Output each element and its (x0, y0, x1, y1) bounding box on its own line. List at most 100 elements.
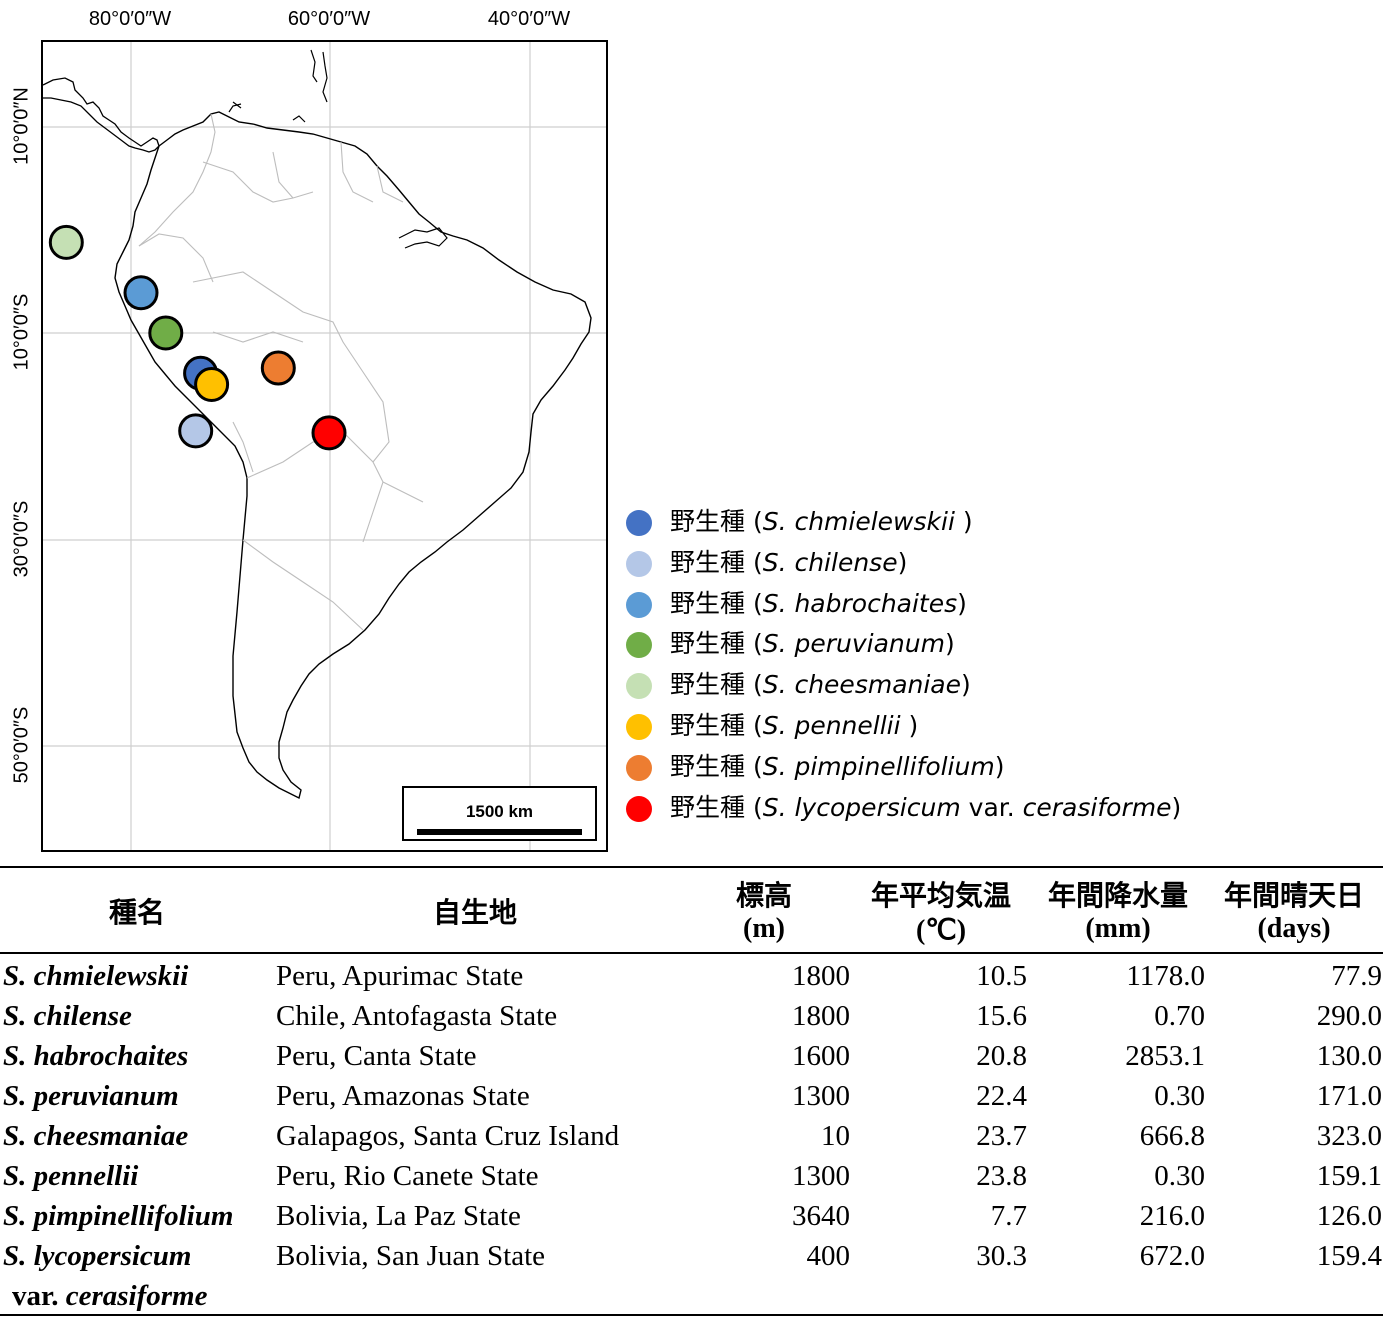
species-cell: S. cheesmaniae (3, 1120, 189, 1152)
legend-species: S. pimpinellifolium (762, 751, 995, 781)
habitat-cell: Bolivia, La Paz State (276, 1200, 521, 1232)
elevation-cell: 1300 (792, 1080, 850, 1112)
sunny-days-cell: 126.0 (1316, 1200, 1382, 1232)
legend-species: S. lycopersicum (762, 792, 961, 822)
sunny-days-cell: 171.0 (1316, 1080, 1382, 1112)
legend-suffix: ) (961, 670, 971, 700)
legend-label: 野生種 (S. pimpinellifolium) (670, 750, 1004, 784)
species-cell-line2: var. cerasiforme (12, 1276, 207, 1316)
habitat-cell: Peru, Rio Canete State (276, 1160, 539, 1192)
precipitation-cell: 0.30 (1154, 1160, 1205, 1192)
elevation-cell: 10 (821, 1120, 850, 1152)
south-america-outline (114, 111, 592, 800)
table-row: S. chmielewskii Peru, Apurimac State 1800 1… (0, 956, 1385, 996)
legend-suffix: ) (957, 588, 967, 618)
elevation-cell: 1300 (792, 1160, 850, 1192)
habitat-cell: Bolivia, San Juan State (276, 1240, 546, 1272)
legend-swatch (626, 550, 652, 577)
header-species: 種名 (108, 896, 165, 929)
central-america-outline (43, 77, 160, 153)
habitat-marker (148, 315, 184, 351)
legend-suffix: ) (897, 547, 908, 577)
precipitation-cell: 2853.1 (1125, 1040, 1205, 1072)
habitat-cell: Galapagos, Santa Cruz Island (276, 1120, 620, 1152)
legend-prefix: 野生種 ( (670, 588, 763, 618)
species-table: 種名 自生地 標高 (m) 年平均気温 (℃) 年間降水量 (mm) 年間晴天日… (0, 866, 1385, 1335)
species-cell: S. peruvianum (3, 1080, 179, 1112)
table-header-rule (0, 952, 1383, 954)
habitat-cell: Peru, Amazonas State (276, 1080, 530, 1112)
elevation-cell: 1600 (792, 1040, 850, 1072)
legend-suffix: ) (962, 507, 973, 536)
header-habitat: 自生地 (432, 896, 517, 929)
legend-suffix: ) (908, 711, 919, 740)
legend-prefix: 野生種 ( (670, 792, 763, 822)
temperature-cell: 23.7 (976, 1120, 1027, 1152)
sunny-days-cell: 77.9 (1331, 960, 1382, 992)
species-cell: S. habrochaites (3, 1040, 189, 1072)
legend-mid: var. (960, 792, 1023, 822)
elevation-cell: 400 (806, 1240, 851, 1272)
amazon-delta (398, 227, 448, 249)
header-sunny-days: 年間晴天日 (1223, 879, 1364, 912)
table-row: S. habrochaites Peru, Canta State 1600 20.8… (0, 1036, 1385, 1076)
table-row: S. pimpinellifolium Bolivia, La Paz State… (0, 1196, 1385, 1236)
legend-species: S. cheesmaniae (762, 670, 962, 700)
legend-species: S. habrochaites (762, 588, 958, 618)
legend-prefix: 野生種 ( (670, 507, 763, 536)
species-var-name: cerasiforme (65, 1280, 208, 1312)
legend-swatch (626, 795, 652, 822)
lon-label-60w: 60°0′0″W (287, 8, 371, 30)
lat-label-50s: 50°0′0″S (10, 706, 33, 784)
precipitation-cell: 216.0 (1139, 1200, 1205, 1232)
header-elevation: 標高 (735, 879, 792, 912)
legend-label: 野生種 (S. chilense) (670, 546, 907, 580)
header-precipitation-unit: (mm) (1085, 913, 1151, 944)
table-bottom-rule (0, 1314, 1383, 1316)
precipitation-cell: 666.8 (1139, 1120, 1205, 1152)
elevation-cell: 1800 (792, 960, 850, 992)
species-cell: S. pimpinellifolium (3, 1200, 234, 1232)
species-cell: S. chmielewskii (3, 960, 189, 992)
table-row: S. chilense Chile, Antofagasta State 1800 1… (0, 996, 1385, 1036)
temperature-cell: 10.5 (976, 960, 1027, 992)
header-elevation-unit: (m) (743, 913, 785, 944)
sunny-days-cell: 159.4 (1316, 1240, 1382, 1272)
species-cell: S. pennellii (3, 1160, 139, 1192)
lat-label-10n: 10°0′0″N (10, 87, 33, 165)
habitat-cell: Peru, Apurimac State (276, 960, 524, 992)
temperature-cell: 20.8 (976, 1040, 1027, 1072)
south-america-map (43, 42, 606, 850)
legend-swatch (626, 591, 652, 618)
lat-label-30s: 30°0′0″S (10, 500, 33, 578)
legend-swatch (626, 632, 652, 659)
legend-prefix: 野生種 ( (670, 751, 763, 781)
table-row: S. lycopersicum Bolivia, San Juan State 40… (0, 1236, 1385, 1312)
sunny-days-cell: 323.0 (1316, 1120, 1382, 1152)
map-frame: 1500 km (41, 40, 608, 852)
legend-prefix: 野生種 ( (670, 629, 763, 659)
legend-species: S. chmielewskii (762, 507, 963, 536)
legend-species: S. pennellii (762, 711, 909, 740)
species-var: var. (12, 1280, 59, 1312)
header-temperature-unit: (℃) (915, 915, 967, 946)
legend-label: 野生種 (S. lycopersicum var. cerasiforme) (670, 791, 1181, 825)
scale-label: 1500 km (465, 802, 534, 821)
legend-label: 野生種 (S. peruvianum) (670, 627, 955, 661)
habitat-marker (194, 367, 230, 402)
temperature-cell: 23.8 (976, 1160, 1027, 1192)
country-borders (138, 113, 424, 631)
table-row: S. cheesmaniae Galapagos, Santa Cruz Isla… (0, 1116, 1385, 1156)
habitat-cell: Chile, Antofagasta State (276, 1000, 558, 1032)
scale-bar-box: 1500 km (402, 786, 597, 841)
legend-species2: cerasiforme (1022, 792, 1172, 822)
header-precipitation: 年間降水量 (1047, 879, 1188, 912)
legend-suffix: ) (944, 629, 955, 659)
legend-label: 野生種 (S. chmielewskii ) (670, 505, 973, 539)
precipitation-cell: 1178.0 (1126, 960, 1205, 992)
precipitation-cell: 0.70 (1154, 1000, 1205, 1032)
caribbean-islands (228, 49, 328, 123)
temperature-cell: 30.3 (976, 1240, 1027, 1272)
elevation-cell: 3640 (792, 1200, 850, 1232)
temperature-cell: 15.6 (976, 1000, 1027, 1032)
